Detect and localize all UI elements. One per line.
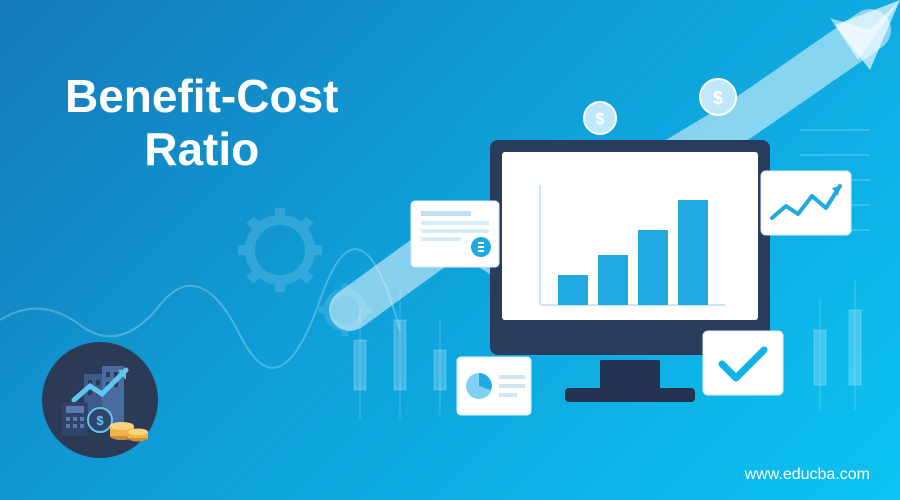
svg-text:$: $ xyxy=(96,413,104,428)
title-line-1: Benefit-Cost xyxy=(65,70,338,122)
finance-badge-icon: $ xyxy=(40,340,160,460)
title-line-2: Ratio xyxy=(144,123,259,175)
mini-chart-card-icon xyxy=(758,168,854,238)
source-url: www.educba.com xyxy=(745,466,870,484)
svg-text:$: $ xyxy=(713,88,723,108)
dollar-coin-icon: $ xyxy=(700,79,736,115)
check-card-icon xyxy=(700,328,786,398)
page-title: Benefit-Cost Ratio xyxy=(65,70,338,176)
gear-icon xyxy=(238,208,322,292)
infographic-canvas: $ $ Benefit-Cost Ratio xyxy=(0,0,900,500)
pie-card-icon xyxy=(455,355,533,417)
document-card-icon xyxy=(405,195,505,275)
svg-text:$: $ xyxy=(596,111,605,128)
